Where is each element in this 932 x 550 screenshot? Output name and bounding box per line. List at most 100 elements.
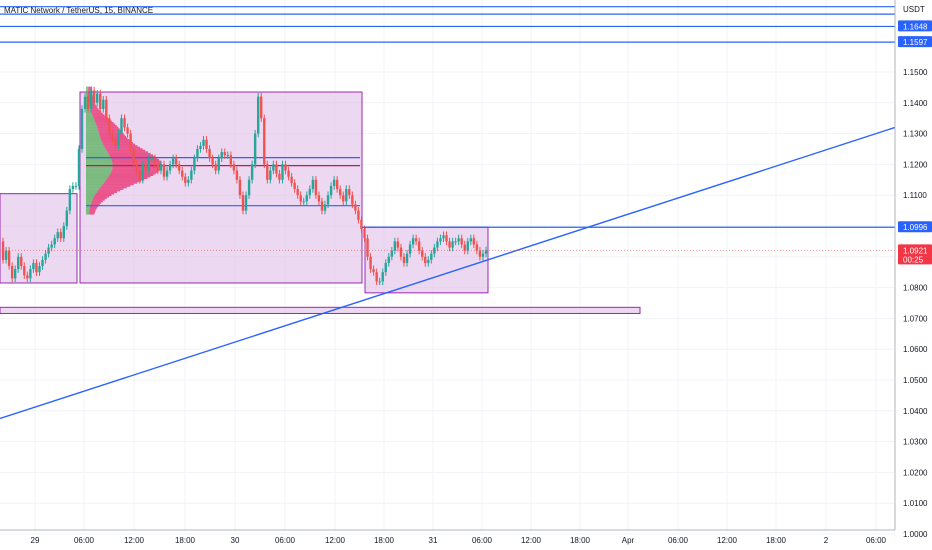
profile-bar-up — [86, 112, 92, 115]
profile-bar-up — [86, 182, 104, 184]
profile-bar-up — [86, 132, 100, 135]
candle-body — [405, 253, 409, 263]
candle-body — [205, 139, 208, 149]
candle-body — [26, 275, 29, 279]
price-axis[interactable]: 1.0000 1.0100 1.0200 1.0300 1.0400 1.0500 1.06… — [894, 0, 932, 539]
price-tick-label: 1.0000 — [903, 530, 928, 539]
candle-body — [214, 164, 217, 171]
profile-bar-up — [86, 194, 95, 197]
trendline[interactable] — [0, 126, 896, 420]
candle-body — [348, 189, 351, 196]
candle-body — [329, 185, 333, 196]
candle-body — [399, 247, 403, 257]
candle-body — [387, 256, 390, 263]
price-tick-label: 1.0600 — [903, 345, 928, 354]
time-tick-label: 18:00 — [175, 536, 196, 545]
levels-layer — [0, 6, 896, 420]
candle-body — [62, 226, 65, 239]
candle-body — [272, 164, 275, 171]
price-label-badge[interactable]: 1.1648 — [898, 20, 932, 32]
profile-bar-down — [94, 118, 111, 121]
time-tick-label: 30 — [231, 536, 240, 545]
candle-body — [414, 238, 418, 242]
candle-body — [7, 250, 11, 267]
candle-body — [354, 204, 357, 211]
profile-bar-up — [86, 169, 112, 172]
candle-body — [351, 195, 354, 205]
candle-body — [217, 158, 220, 171]
time-axis[interactable]: 29 06:00 12:00 18:00 30 06:00 12:00 18:00 31 06:0… — [0, 529, 895, 545]
price-countdown: 00:25 — [903, 255, 924, 264]
profile-bar-down — [90, 109, 100, 112]
candle-body — [23, 266, 26, 276]
profile-bar-down — [91, 200, 103, 203]
profile-bar-up — [86, 140, 102, 143]
candle-body — [92, 90, 96, 103]
candle-body — [153, 158, 157, 165]
candle-body — [102, 99, 105, 109]
profile-bar-down — [95, 122, 114, 124]
candle-body — [20, 256, 23, 267]
profile-bar-up — [86, 202, 92, 204]
price-tick-label: 1.0200 — [903, 468, 928, 477]
profile-bar-up — [86, 208, 90, 210]
profile-bar-down — [88, 88, 93, 90]
candle-body — [284, 164, 287, 171]
profile-bar-down — [94, 195, 109, 198]
candle-body — [317, 195, 321, 202]
candle-body — [208, 149, 211, 159]
price-label-badge[interactable]: 1.1597 — [898, 36, 932, 48]
profile-bar-up — [86, 179, 107, 181]
candle-body — [296, 189, 299, 196]
candle-body — [305, 195, 308, 202]
chart-title: MATIC Network / TetherUS, 15, BINANCE — [4, 6, 153, 15]
price-label-badge[interactable]: 1.0996 — [898, 221, 932, 233]
profile-bar-up — [86, 185, 102, 187]
candle-body — [41, 259, 44, 267]
candle-body — [202, 139, 205, 146]
profile-bar-down — [109, 174, 154, 177]
profile-bar-up — [86, 131, 99, 133]
candle-body — [184, 176, 187, 183]
candle-body — [238, 179, 242, 196]
price-badge-value: 1.1648 — [903, 22, 928, 31]
profile-bar-down — [102, 183, 134, 186]
candle-body — [50, 244, 53, 248]
candle-body — [77, 149, 81, 186]
candle-body — [396, 241, 400, 248]
profile-bar-down — [89, 206, 98, 209]
profile-bar-down — [96, 191, 118, 193]
candle-body — [360, 219, 363, 230]
candle-body — [381, 272, 384, 282]
profile-bar-up — [86, 159, 112, 161]
candle-body — [241, 195, 245, 211]
candle-body — [393, 241, 397, 251]
price-badge-bg — [898, 36, 932, 48]
candle-body — [53, 238, 56, 245]
candle-body — [372, 269, 375, 273]
profile-bar-down — [91, 111, 102, 113]
profile-bar-down — [103, 182, 138, 184]
profile-bar-up — [86, 117, 94, 120]
profile-bar-down — [111, 159, 160, 161]
profile-bar-down — [89, 106, 98, 109]
time-tick-label: 18:00 — [766, 536, 787, 545]
candle-body — [302, 201, 305, 203]
candle-body — [71, 185, 75, 190]
time-tick-label: 06:00 — [866, 536, 887, 545]
profile-bar-down — [97, 126, 119, 129]
price-tick-label: 1.0400 — [903, 407, 928, 416]
price-badge-value: 1.0921 — [903, 246, 928, 255]
price-tick-label: 1.0300 — [903, 438, 928, 447]
profile-bar-down — [93, 117, 109, 120]
candle-body — [436, 241, 439, 248]
price-tick-label: 1.1300 — [903, 130, 928, 139]
profile-bar-up — [86, 212, 89, 215]
profile-bar-up — [86, 209, 90, 212]
candle-body — [326, 195, 330, 205]
profile-bar-down — [108, 175, 151, 178]
candle-body — [56, 232, 59, 239]
profile-bar-up — [86, 148, 106, 150]
